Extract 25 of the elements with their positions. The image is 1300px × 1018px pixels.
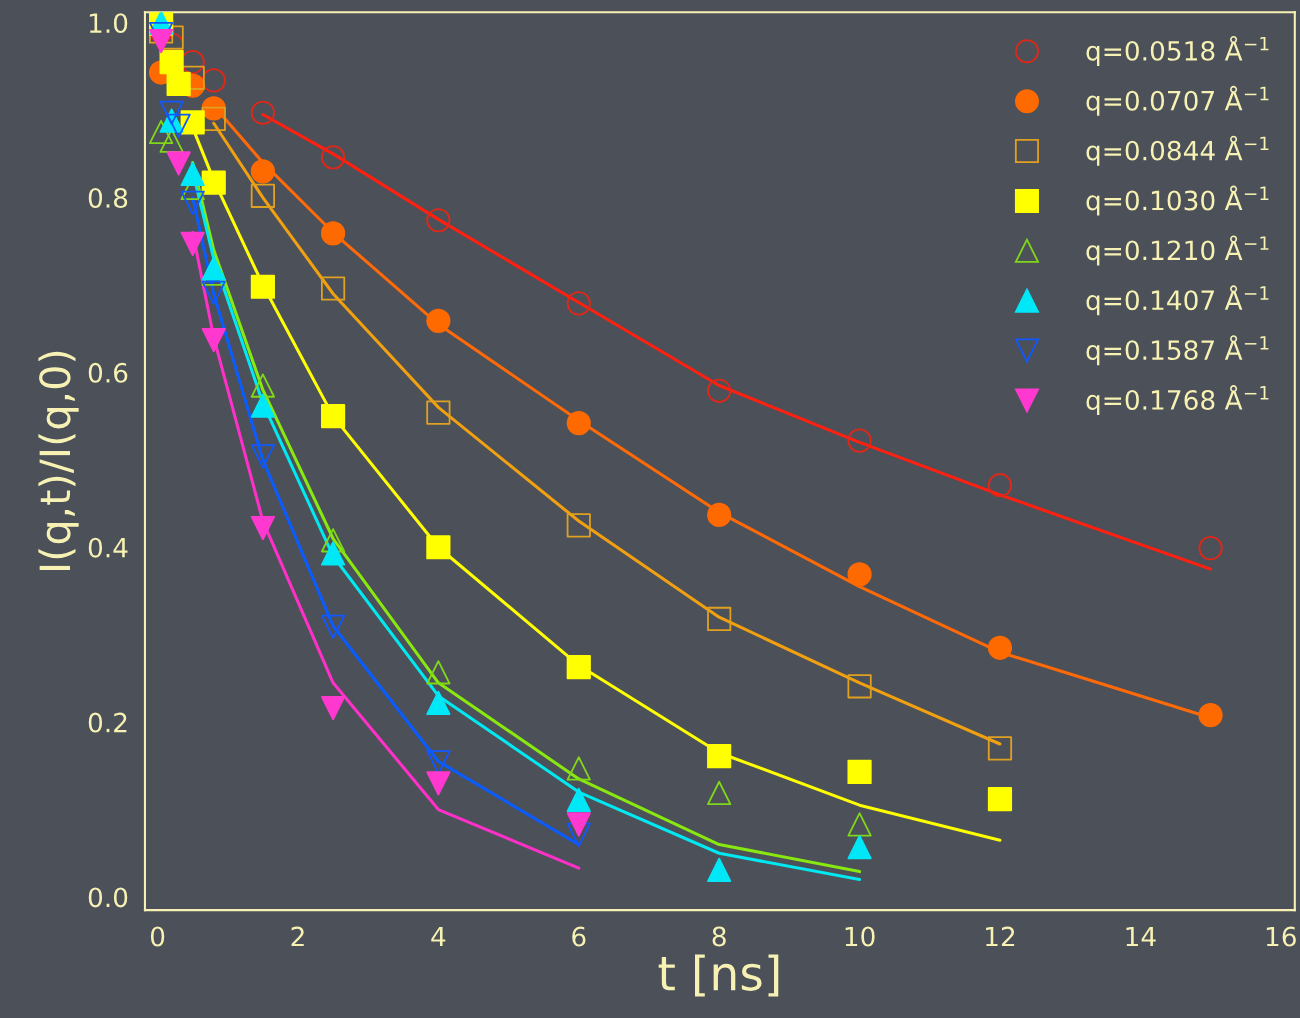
y-tick-label: 0.6 bbox=[88, 362, 128, 383]
y-tick-label: 0.8 bbox=[88, 188, 128, 208]
y-tick-label: 1.0 bbox=[89, 13, 128, 34]
legend-label: q=0.0844 Å$^{−1}$ bbox=[1086, 135, 1269, 166]
x-tick-label: 4 bbox=[431, 926, 446, 947]
legend-label: q=0.0707 Å$^{−1}$ bbox=[1086, 85, 1269, 116]
x-tick-label: 6 bbox=[572, 926, 586, 947]
x-tick-label: 12 bbox=[986, 926, 1015, 947]
x-tick-label: 2 bbox=[291, 926, 304, 947]
y-tick-label: 0.2 bbox=[88, 712, 127, 733]
x-tick-label: 0 bbox=[150, 926, 165, 947]
legend-label: q=0.0518 Å$^{−1}$ bbox=[1086, 35, 1269, 66]
legend-label: q=0.1407 Å$^{−1}$ bbox=[1086, 285, 1269, 316]
legend-label: q=0.1210 Å$^{−1}$ bbox=[1086, 235, 1269, 266]
y-axis-title: I(q,t)/I(q,0) bbox=[38, 351, 79, 570]
x-tick-label: 8 bbox=[712, 926, 726, 947]
x-tick-label: 14 bbox=[1126, 926, 1156, 947]
x-tick-label: 10 bbox=[845, 926, 875, 947]
x-axis-title: t [ns] bbox=[658, 954, 779, 997]
legend-label: q=0.1768 Å$^{−1}$ bbox=[1086, 385, 1269, 416]
x-tick-label: 16 bbox=[1266, 926, 1296, 947]
legend-label: q=0.1030 Å$^{−1}$ bbox=[1086, 185, 1269, 216]
legend-label: q=0.1587 Å$^{−1}$ bbox=[1086, 335, 1269, 366]
y-tick-label: 0.0 bbox=[88, 887, 128, 908]
y-tick-label: 0.4 bbox=[88, 537, 128, 558]
